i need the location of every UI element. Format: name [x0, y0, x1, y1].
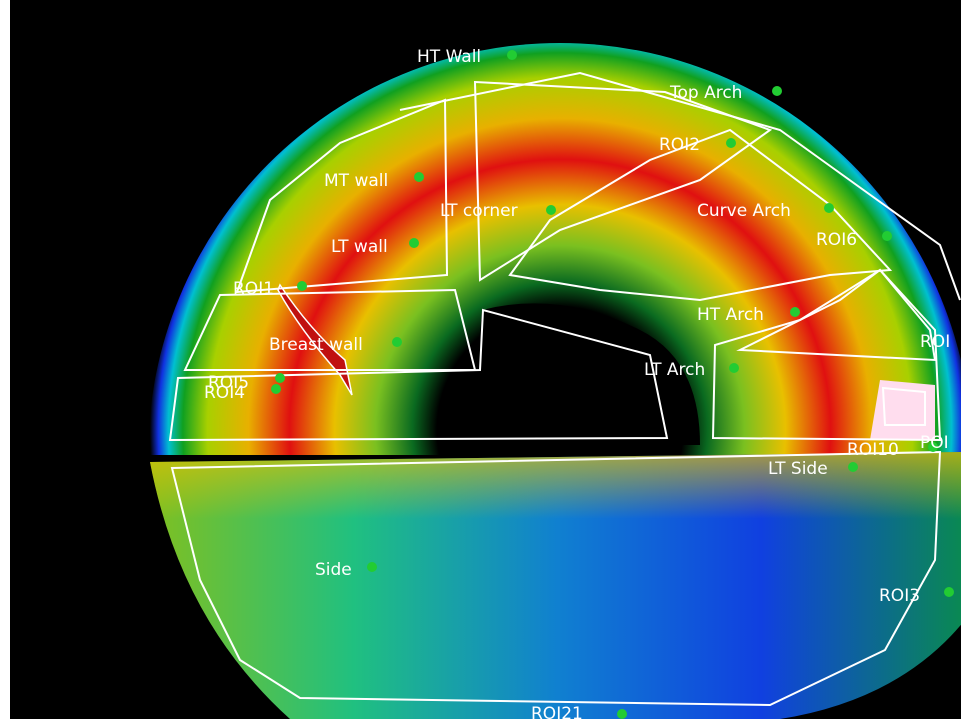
roi-marker: [392, 337, 402, 347]
roi-label: ROI21: [531, 704, 583, 719]
roi-outline: [711, 268, 942, 442]
roi-label: LT corner: [440, 201, 518, 221]
roi-marker: [275, 373, 285, 383]
roi-label: ROI1: [233, 279, 274, 299]
roi-marker: [409, 238, 419, 248]
roi-label: Breast wall: [269, 335, 363, 355]
crack: [277, 283, 353, 396]
roi-outline: [881, 386, 926, 426]
roi-marker: [882, 231, 892, 241]
roi-label: HT Wall: [417, 47, 481, 67]
upper-heat-region: [148, 43, 961, 455]
roi-label: ROI: [920, 332, 950, 352]
roi-label: HT Arch: [697, 305, 764, 325]
left-border: [0, 0, 10, 719]
roi-outline: [183, 288, 477, 371]
roi-marker: [297, 281, 307, 291]
roi-outline: [736, 268, 937, 362]
roi-outline: [168, 308, 669, 442]
roi-marker: [271, 384, 281, 394]
roi-labels: HT Wall Top Arch ROI2 MT wall LT corner Curve…: [204, 47, 954, 719]
roi-label: Top Arch: [669, 83, 742, 103]
roi-marker: [824, 203, 834, 213]
lower-heat-overlay: [150, 452, 961, 719]
roi-marker: [772, 86, 782, 96]
roi-label: Curve Arch: [697, 201, 791, 221]
roi-label: ROI4: [204, 383, 245, 403]
roi-marker: [928, 442, 938, 452]
roi-outline: [473, 80, 773, 282]
roi-label: ROI3: [879, 586, 920, 606]
roi-marker: [729, 363, 739, 373]
roi-label: ROI5: [208, 373, 249, 393]
roi-outline: [235, 98, 449, 294]
roi-marker: [726, 138, 736, 148]
roi-label: Side: [315, 560, 352, 580]
roi-label: ROI6: [816, 230, 857, 250]
roi-label: LT wall: [331, 237, 388, 257]
roi-label: LT Side: [768, 459, 828, 479]
roi-label: ROI2: [659, 135, 700, 155]
roi-label: ROI10: [847, 440, 899, 460]
roi-marker: [944, 587, 954, 597]
roi-marker: [507, 50, 517, 60]
cavity: [470, 303, 700, 445]
roi-outlines: [168, 71, 961, 707]
roi-marker: [367, 562, 377, 572]
roi-label: LT Arch: [644, 360, 705, 380]
roi-marker: [414, 172, 424, 182]
roi-outline: [508, 128, 893, 302]
roi-marker: [848, 462, 858, 472]
roi-marker: [546, 205, 556, 215]
roi-label: MT wall: [324, 171, 388, 191]
roi-marker: [617, 709, 627, 719]
roi-label: POI: [920, 433, 949, 453]
roi-marker: [790, 307, 800, 317]
roi-outline: [170, 450, 942, 707]
